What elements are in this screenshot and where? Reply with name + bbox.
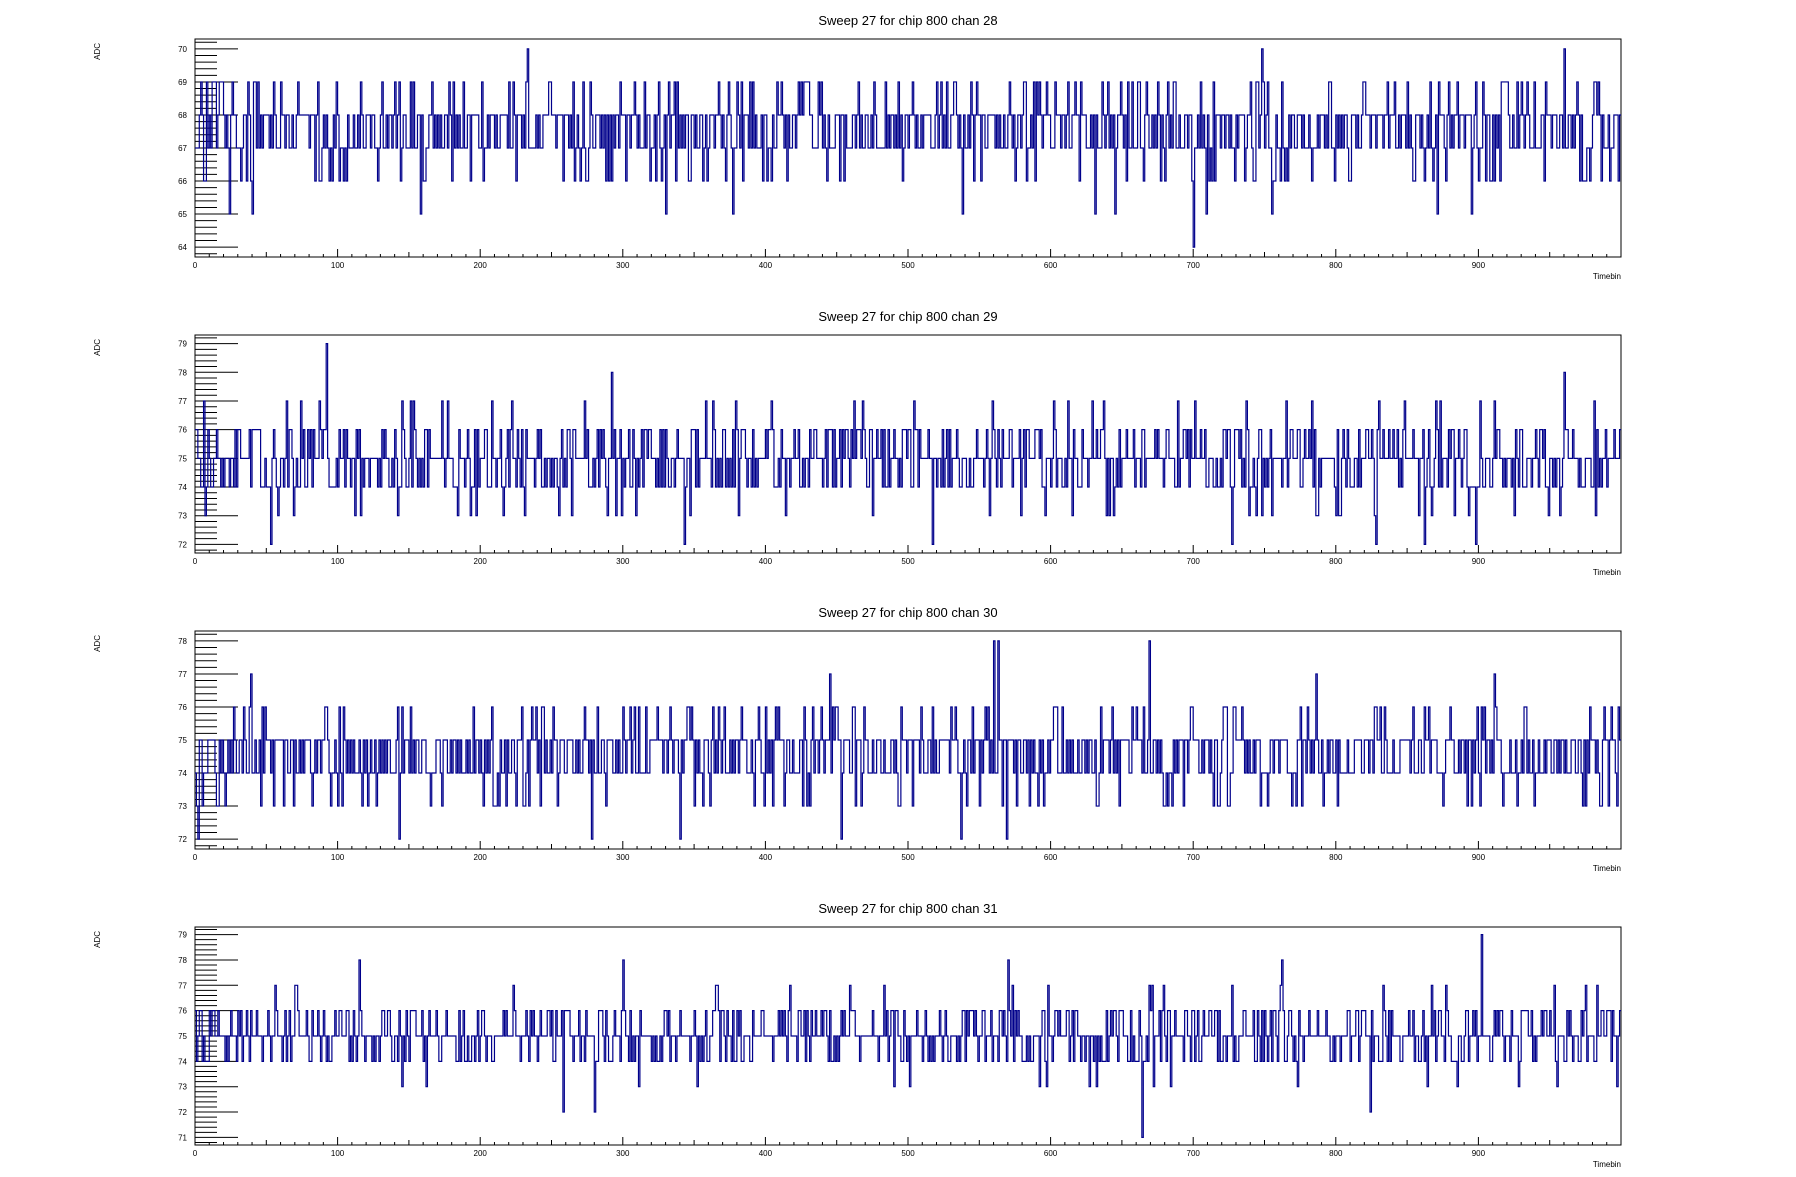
- x-tick-label: 100: [331, 261, 345, 270]
- chart-title: Sweep 27 for chip 800 chan 28: [818, 13, 997, 28]
- x-tick-label: 0: [193, 853, 198, 862]
- y-tick-label: 75: [178, 1032, 187, 1041]
- adc-trace-series: [195, 640, 1621, 840]
- y-tick-label: 72: [178, 835, 187, 844]
- y-tick-label: 64: [178, 243, 187, 252]
- x-tick-label: 200: [474, 261, 488, 270]
- y-tick-label: 73: [178, 1083, 187, 1092]
- x-tick-label: 500: [901, 1149, 915, 1158]
- chart-title: Sweep 27 for chip 800 chan 29: [818, 309, 997, 324]
- x-tick-label: 600: [1044, 1149, 1058, 1158]
- y-tick-label: 72: [178, 1108, 187, 1117]
- y-tick-label: 75: [178, 736, 187, 745]
- x-tick-label: 600: [1044, 853, 1058, 862]
- y-tick-label: 67: [178, 144, 187, 153]
- x-tick-label: 300: [616, 1149, 630, 1158]
- x-tick-label: 0: [193, 1149, 198, 1158]
- y-tick-label: 72: [178, 540, 187, 549]
- y-tick-label: 74: [178, 1057, 187, 1066]
- y-tick-label: 68: [178, 111, 187, 120]
- y-tick-label: 77: [178, 981, 187, 990]
- x-tick-label: 600: [1044, 557, 1058, 566]
- x-tick-label: 200: [474, 853, 488, 862]
- x-tick-label: 300: [616, 261, 630, 270]
- y-tick-label: 77: [178, 397, 187, 406]
- x-tick-label: 900: [1472, 557, 1486, 566]
- x-tick-label: 400: [759, 853, 773, 862]
- x-tick-label: 0: [193, 557, 198, 566]
- y-tick-label: 76: [178, 426, 187, 435]
- x-tick-label: 700: [1187, 853, 1201, 862]
- y-tick-label: 78: [178, 368, 187, 377]
- x-tick-label: 400: [759, 261, 773, 270]
- plot-panel-3: Sweep 27 for chip 800 chan 31 ADC Timebin 0…: [93, 901, 1622, 1169]
- y-tick-label: 78: [178, 956, 187, 965]
- plot-panel-1: Sweep 27 for chip 800 chan 29 ADC Timebin 0…: [93, 309, 1622, 577]
- y-tick-label: 78: [178, 637, 187, 646]
- y-tick-label: 73: [178, 802, 187, 811]
- y-axis-label: ADC: [93, 43, 102, 60]
- adc-trace-series: [195, 343, 1621, 545]
- y-tick-label: 73: [178, 512, 187, 521]
- chart-title: Sweep 27 for chip 800 chan 31: [818, 901, 997, 916]
- x-tick-label: 200: [474, 557, 488, 566]
- adc-trace-series: [195, 48, 1621, 248]
- y-tick-label: 76: [178, 703, 187, 712]
- x-tick-label: 700: [1187, 261, 1201, 270]
- y-tick-label: 76: [178, 1007, 187, 1016]
- y-tick-label: 66: [178, 177, 187, 186]
- y-tick-label: 69: [178, 78, 187, 87]
- y-tick-label: 77: [178, 670, 187, 679]
- x-tick-label: 800: [1329, 557, 1343, 566]
- y-axis-label: ADC: [93, 635, 102, 652]
- x-tick-label: 500: [901, 261, 915, 270]
- x-tick-label: 500: [901, 853, 915, 862]
- x-tick-label: 800: [1329, 1149, 1343, 1158]
- x-tick-label: 200: [474, 1149, 488, 1158]
- x-tick-label: 100: [331, 557, 345, 566]
- x-axis-label: Timebin: [1593, 272, 1621, 281]
- x-tick-label: 800: [1329, 261, 1343, 270]
- x-tick-label: 300: [616, 557, 630, 566]
- y-tick-label: 70: [178, 45, 187, 54]
- x-tick-label: 900: [1472, 853, 1486, 862]
- y-tick-label: 65: [178, 210, 187, 219]
- plot-panel-2: Sweep 27 for chip 800 chan 30 ADC Timebin 0…: [93, 605, 1622, 873]
- x-tick-label: 900: [1472, 261, 1486, 270]
- x-tick-label: 0: [193, 261, 198, 270]
- y-tick-label: 74: [178, 769, 187, 778]
- x-tick-label: 900: [1472, 1149, 1486, 1158]
- y-tick-label: 74: [178, 483, 187, 492]
- x-tick-label: 400: [759, 557, 773, 566]
- adc-trace-series: [195, 934, 1621, 1138]
- x-axis-label: Timebin: [1593, 864, 1621, 873]
- y-tick-label: 79: [178, 931, 187, 940]
- y-tick-label: 79: [178, 340, 187, 349]
- x-tick-label: 100: [331, 1149, 345, 1158]
- y-tick-label: 71: [178, 1133, 187, 1142]
- chart-title: Sweep 27 for chip 800 chan 30: [818, 605, 997, 620]
- plot-panel-0: Sweep 27 for chip 800 chan 28 ADC Timebin 0…: [93, 13, 1622, 281]
- x-tick-label: 700: [1187, 557, 1201, 566]
- x-tick-label: 500: [901, 557, 915, 566]
- x-tick-label: 600: [1044, 261, 1058, 270]
- y-tick-label: 75: [178, 454, 187, 463]
- y-axis-label: ADC: [93, 931, 102, 948]
- x-tick-label: 800: [1329, 853, 1343, 862]
- x-tick-label: 100: [331, 853, 345, 862]
- x-axis-label: Timebin: [1593, 568, 1621, 577]
- x-tick-label: 700: [1187, 1149, 1201, 1158]
- x-tick-label: 300: [616, 853, 630, 862]
- x-tick-label: 400: [759, 1149, 773, 1158]
- y-axis-label: ADC: [93, 339, 102, 356]
- x-axis-label: Timebin: [1593, 1160, 1621, 1169]
